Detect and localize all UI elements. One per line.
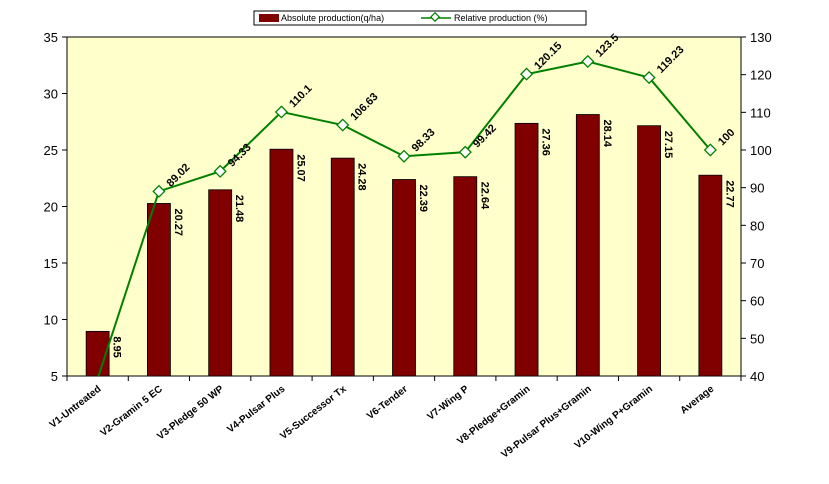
bar <box>269 148 294 377</box>
line-point <box>703 143 717 157</box>
left-tick-label: 25 <box>44 143 58 158</box>
category-label: V4-Pulsar Plus <box>225 383 287 435</box>
legend-line-label: Relative production (%) <box>454 13 548 23</box>
right-tick-label: 70 <box>750 256 764 271</box>
category-label: V1-Untreated <box>48 384 104 431</box>
bar-data-label: 22.77 <box>723 180 735 208</box>
line-point <box>458 145 472 159</box>
right-tick-label: 90 <box>750 181 764 196</box>
left-tick-label: 5 <box>51 369 58 384</box>
category-label: V3-Pledge 50 WP <box>155 383 226 442</box>
bar <box>453 176 478 377</box>
bar-data-label: 20.27 <box>172 208 184 236</box>
bar-data-label: 27.15 <box>662 131 674 159</box>
bar-series <box>85 114 723 377</box>
left-tick-label: 20 <box>44 200 58 215</box>
bar-data-label: 22.64 <box>478 182 490 210</box>
right-tick-label: 60 <box>750 294 764 309</box>
bar <box>330 157 355 377</box>
bar <box>698 174 723 377</box>
bar-data-label: 27.36 <box>540 128 552 156</box>
category-label: V2-Gramin 5 EC <box>98 384 164 439</box>
left-tick-label: 30 <box>44 87 58 102</box>
legend-line-marker <box>429 11 441 23</box>
bar <box>575 114 600 377</box>
bar <box>208 189 233 377</box>
line-point <box>274 105 289 119</box>
legend-box <box>253 10 587 26</box>
category-label: V6-Tender <box>365 384 410 422</box>
bar-data-label: 8.95 <box>111 336 123 357</box>
line-point <box>336 118 350 132</box>
category-label: V5-Successor Tx <box>278 383 349 442</box>
bar-data-label: 28.14 <box>601 120 613 148</box>
bar <box>637 125 661 377</box>
right-tick-label: 100 <box>750 143 772 158</box>
line-point <box>581 54 595 69</box>
right-tick-label: 50 <box>750 331 764 346</box>
bar-data-label: 24.28 <box>356 163 368 191</box>
bar <box>392 179 416 377</box>
left-tick-label: 10 <box>44 313 58 328</box>
line-series <box>97 54 717 376</box>
right-tick-label: 80 <box>750 218 764 233</box>
left-tick-label: 15 <box>44 256 58 271</box>
bar-data-label: 21.48 <box>233 195 245 223</box>
legend: Absolute production(q/ha) Relative produ… <box>253 10 587 26</box>
right-tick-label: 40 <box>750 369 764 384</box>
category-label: Average <box>679 383 717 416</box>
line-point <box>519 67 534 81</box>
line-point <box>642 70 656 85</box>
bar <box>147 203 171 377</box>
right-tick-label: 120 <box>750 68 772 83</box>
bar-data-label: 25.07 <box>294 154 306 182</box>
right-tick-label: 130 <box>750 30 772 45</box>
legend-bar-swatch <box>259 14 279 22</box>
line-point <box>213 164 227 178</box>
line-point <box>152 184 166 198</box>
legend-bar-label: Absolute production(q/ha) <box>281 13 384 23</box>
left-tick-label: 35 <box>44 30 58 45</box>
line-point <box>397 149 411 163</box>
bar <box>514 122 539 377</box>
right-tick-label: 110 <box>750 105 771 120</box>
bar-data-label: 22.39 <box>417 184 429 212</box>
category-label: V7-Wing P <box>425 383 471 422</box>
